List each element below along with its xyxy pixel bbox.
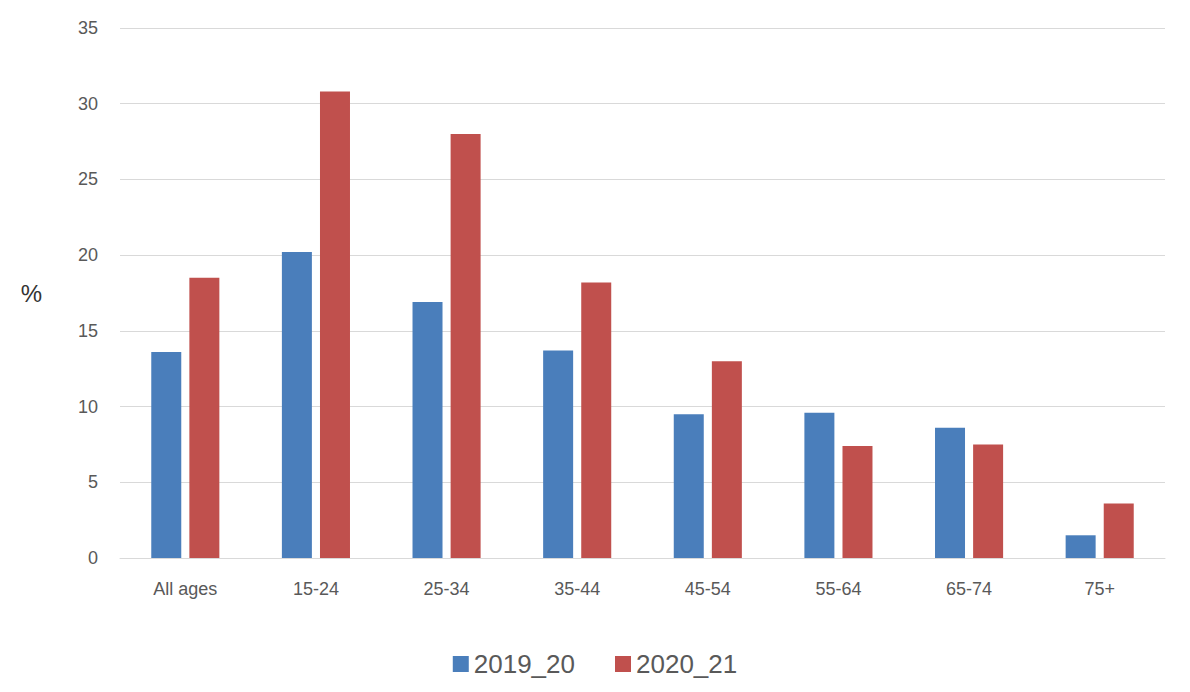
svg-text:55-64: 55-64 [815,579,861,599]
svg-text:65-74: 65-74 [946,579,992,599]
svg-text:2019_20: 2019_20 [474,649,575,679]
svg-text:25: 25 [78,169,98,189]
svg-text:%: % [21,280,42,307]
svg-text:30: 30 [78,94,98,114]
svg-text:0: 0 [88,548,98,568]
svg-text:45-54: 45-54 [685,579,731,599]
svg-text:15: 15 [78,321,98,341]
svg-text:2020_21: 2020_21 [636,649,737,679]
svg-text:35: 35 [78,18,98,38]
svg-text:20: 20 [78,245,98,265]
svg-text:25-34: 25-34 [424,579,470,599]
svg-text:15-24: 15-24 [293,579,339,599]
svg-text:35-44: 35-44 [554,579,600,599]
svg-text:75+: 75+ [1084,579,1115,599]
svg-text:5: 5 [88,472,98,492]
svg-text:10: 10 [78,397,98,417]
svg-text:All ages: All ages [153,579,217,599]
